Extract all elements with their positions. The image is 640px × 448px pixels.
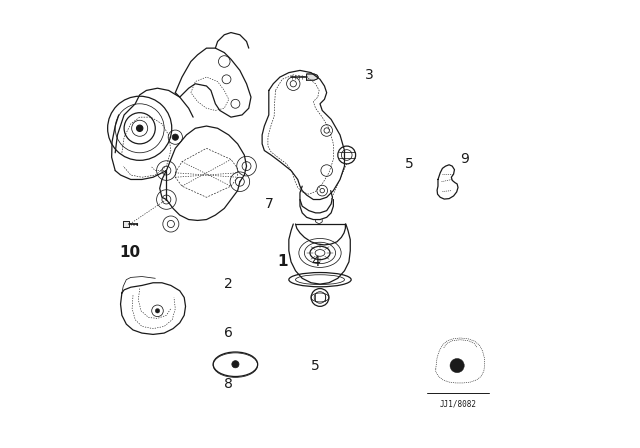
Text: 8: 8 — [224, 377, 233, 391]
Text: 2: 2 — [225, 277, 233, 291]
Text: 5: 5 — [311, 359, 320, 374]
Text: 7: 7 — [264, 197, 273, 211]
Text: 6: 6 — [224, 326, 233, 340]
Circle shape — [156, 309, 160, 313]
Circle shape — [450, 358, 464, 373]
Polygon shape — [307, 74, 318, 80]
Text: 9: 9 — [460, 152, 469, 167]
Circle shape — [162, 166, 171, 175]
Text: 4: 4 — [311, 255, 320, 269]
Circle shape — [242, 162, 251, 171]
Circle shape — [136, 125, 143, 131]
Circle shape — [232, 361, 239, 368]
Text: 5: 5 — [404, 157, 413, 171]
Circle shape — [162, 195, 171, 204]
Text: 3: 3 — [365, 68, 373, 82]
Circle shape — [172, 134, 179, 140]
Text: 1: 1 — [277, 254, 287, 269]
Text: 10: 10 — [119, 246, 140, 260]
Text: JJ1/8082: JJ1/8082 — [440, 400, 477, 409]
Circle shape — [236, 177, 244, 186]
Polygon shape — [124, 221, 129, 227]
